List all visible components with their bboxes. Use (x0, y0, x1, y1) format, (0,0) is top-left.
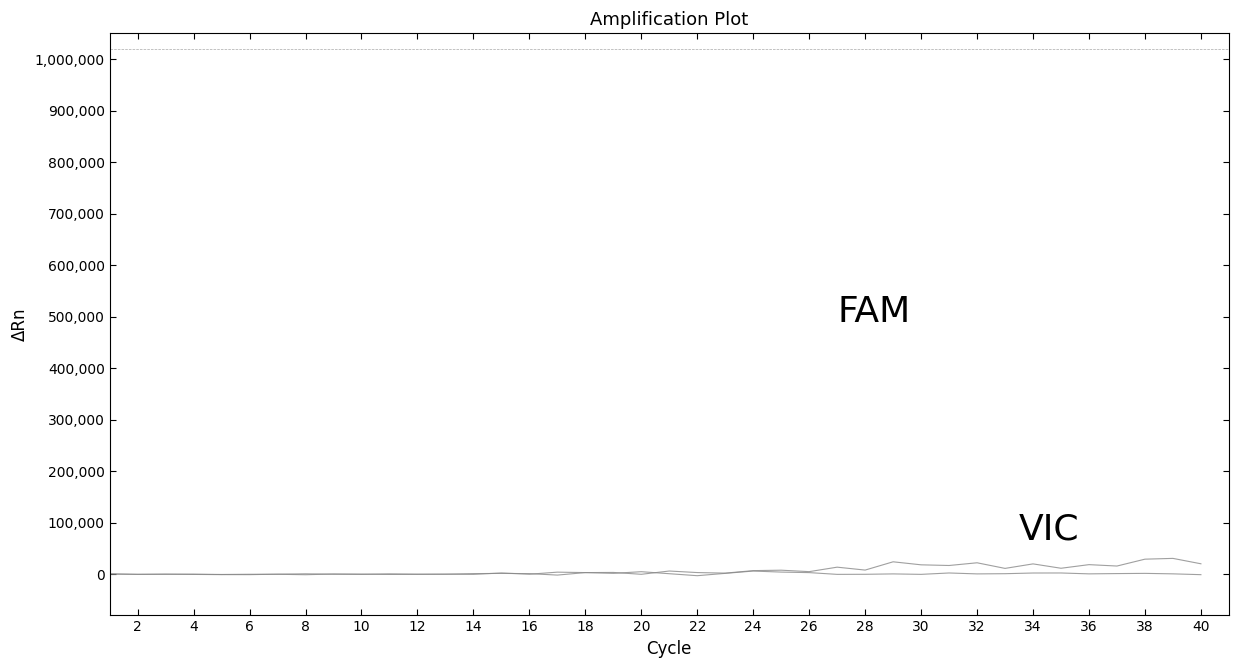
Text: VIC: VIC (1019, 512, 1080, 547)
Title: Amplification Plot: Amplification Plot (590, 11, 749, 29)
Y-axis label: ΔRn: ΔRn (11, 308, 29, 341)
X-axis label: Cycle: Cycle (646, 640, 692, 658)
Text: FAM: FAM (837, 295, 910, 329)
